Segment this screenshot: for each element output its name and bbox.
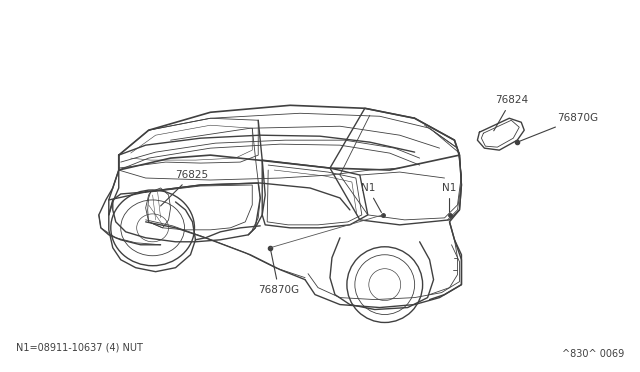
Text: N1: N1: [442, 183, 457, 212]
Text: 76825: 76825: [161, 170, 209, 206]
Text: N1=08911-10637 (4) NUT: N1=08911-10637 (4) NUT: [16, 342, 143, 352]
Text: 76824: 76824: [493, 95, 528, 131]
Text: ^830^ 0069: ^830^ 0069: [562, 349, 624, 359]
Text: 76870G: 76870G: [520, 113, 598, 141]
Text: N1: N1: [360, 183, 381, 212]
Text: 76870G: 76870G: [258, 250, 300, 295]
